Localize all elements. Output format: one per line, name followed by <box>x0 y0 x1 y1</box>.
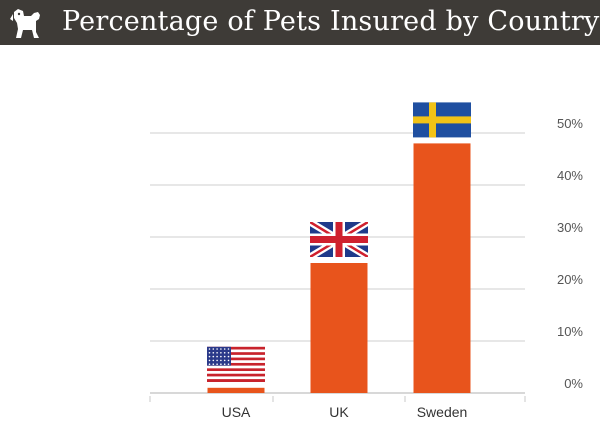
y-tick-label: 50% <box>557 116 583 131</box>
uk-flag-icon <box>310 222 368 257</box>
dog-icon <box>10 9 40 38</box>
bar-uk <box>310 263 368 393</box>
usa-flag-icon <box>207 346 265 382</box>
header-bar: Percentage of Pets Insured by Country <box>0 0 600 45</box>
y-tick-label: 20% <box>557 272 583 287</box>
x-tick-label: Sweden <box>417 404 468 420</box>
x-tick-label: USA <box>222 404 251 420</box>
y-tick-label: 10% <box>557 324 583 339</box>
y-tick-label: 0% <box>564 376 583 391</box>
bar-sweden <box>413 143 471 393</box>
bar-chart: 0% 10% 20% 30% 40% 50% USA UK Sweden <box>149 102 583 420</box>
chart-title: Percentage of Pets Insured by Country <box>62 6 600 37</box>
sweden-flag-icon <box>413 102 471 138</box>
bar-usa <box>207 387 265 393</box>
y-tick-label: 30% <box>557 220 583 235</box>
x-tick-label: UK <box>329 404 349 420</box>
y-tick-label: 40% <box>557 168 583 183</box>
